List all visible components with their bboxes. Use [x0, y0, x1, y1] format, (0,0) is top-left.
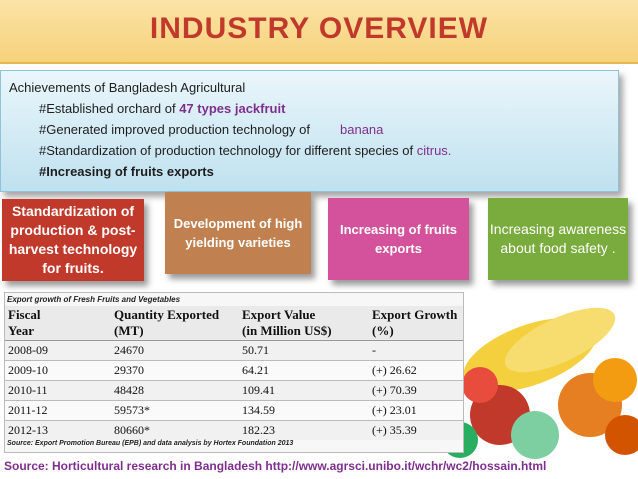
header-year-line1: Fiscal — [8, 307, 41, 322]
header-year-line2: Year — [8, 323, 34, 338]
line2-prefix: #Generated improved production technolog… — [39, 122, 311, 137]
card-fruit-exports-label: Increasing of fruits exports — [339, 222, 458, 256]
header-growth-line1: Export Growth — [372, 307, 458, 322]
card-fruit-exports: Increasing of fruits exports — [328, 198, 469, 280]
header-quantity: Quantity Exported (MT) — [111, 306, 239, 341]
achievement-line-4: #Increasing of fruits exports — [39, 164, 214, 179]
cell-value: 134.59 — [239, 400, 369, 421]
line3-prefix: #Standardization of production technolog… — [39, 143, 417, 158]
table-source: Source: Export Promotion Bureau (EPB) an… — [7, 440, 294, 447]
cell-growth: (+) 70.39 — [369, 380, 463, 401]
cell-quantity: 80660* — [111, 420, 239, 440]
cell-quantity: 48428 — [111, 380, 239, 401]
citrus-highlight: citrus. — [416, 143, 452, 158]
header-growth: Export Growth (%) — [369, 306, 463, 341]
footer-source: Source: Horticultural research in Bangla… — [4, 459, 547, 473]
cell-growth: - — [369, 340, 463, 361]
card-high-yielding-label: Development of high yielding varieties — [173, 216, 303, 250]
header-year: Fiscal Year — [5, 306, 111, 341]
table-row: 2008-09 24670 50.71- — [5, 340, 463, 361]
card-high-yielding: Development of high yielding varieties — [165, 192, 311, 274]
cell-year: 2009-10 — [5, 360, 111, 381]
table-row: 2009-10 29370 64.21 (+) 26.62 — [5, 360, 463, 381]
achievement-line-2: #Generated improved production technolog… — [9, 119, 451, 140]
cell-year: 2008-09 — [5, 340, 111, 361]
achievement-line-3: #Standardization of production technolog… — [9, 140, 451, 161]
table-header-row: Fiscal Year Quantity Exported (MT) Export … — [5, 306, 463, 341]
cell-year: 2010-11 — [5, 380, 111, 401]
achievements-text: Achievements of Bangladesh Agricultural … — [9, 77, 451, 182]
header-value-line2: (in Million US$) — [242, 323, 332, 338]
table-row: 2012-13 80660* 182.23 (+) 35.39 — [5, 420, 463, 440]
cell-year: 2011-12 — [5, 400, 111, 421]
cell-value: 182.23 — [239, 420, 369, 440]
header-quantity-line1: Quantity Exported — [114, 307, 220, 322]
achievements-box: Achievements of Bangladesh Agricultural … — [0, 70, 619, 192]
cell-year: 2012-13 — [5, 420, 111, 440]
table-caption: Export growth of Fresh Fruits and Vegeta… — [7, 295, 181, 304]
fruit-image — [442, 307, 638, 459]
card-food-safety-label: Increasing awareness about food safety . — [489, 221, 627, 256]
header-growth-line2: (%) — [372, 323, 394, 338]
cell-value: 64.21 — [239, 360, 369, 381]
table-row: 2011-12 59573* 134.59 (+) 23.01 — [5, 400, 463, 421]
cell-growth: (+) 26.62 — [369, 360, 463, 381]
cell-growth: (+) 35.39 — [369, 420, 463, 440]
cell-growth: (+) 23.01 — [369, 400, 463, 421]
header-value-line1: Export Value — [242, 307, 316, 322]
cell-value: 50.71 — [239, 340, 369, 361]
export-table-panel: Export growth of Fresh Fruits and Vegeta… — [4, 292, 464, 453]
table-row: 2010-11 48428 109.41 (+) 70.39 — [5, 380, 463, 401]
achievements-heading: Achievements of Bangladesh Agricultural — [9, 80, 246, 95]
slide-title: INDUSTRY OVERVIEW — [149, 12, 489, 45]
export-table: Fiscal Year Quantity Exported (MT) Export … — [5, 306, 463, 440]
cell-quantity: 59573* — [111, 400, 239, 421]
line1-prefix: #Established orchard of — [39, 101, 180, 116]
header-value: Export Value (in Million US$) — [239, 306, 369, 341]
cell-value: 109.41 — [239, 380, 369, 401]
achievement-line-1: #Established orchard of 47 types jackfru… — [9, 98, 451, 119]
jackfruit-highlight: 47 types jackfruit — [179, 101, 286, 116]
card-standardization-label: Standardization of production & post-har… — [8, 203, 138, 276]
header-quantity-line2: (MT) — [114, 323, 144, 338]
cell-quantity: 24670 — [111, 340, 239, 361]
banana-highlight: banana — [340, 122, 384, 137]
title-bar: INDUSTRY OVERVIEW — [0, 0, 638, 64]
cell-quantity: 29370 — [111, 360, 239, 381]
card-standardization: Standardization of production & post-har… — [2, 199, 144, 281]
card-food-safety: Increasing awareness about food safety . — [488, 198, 628, 280]
